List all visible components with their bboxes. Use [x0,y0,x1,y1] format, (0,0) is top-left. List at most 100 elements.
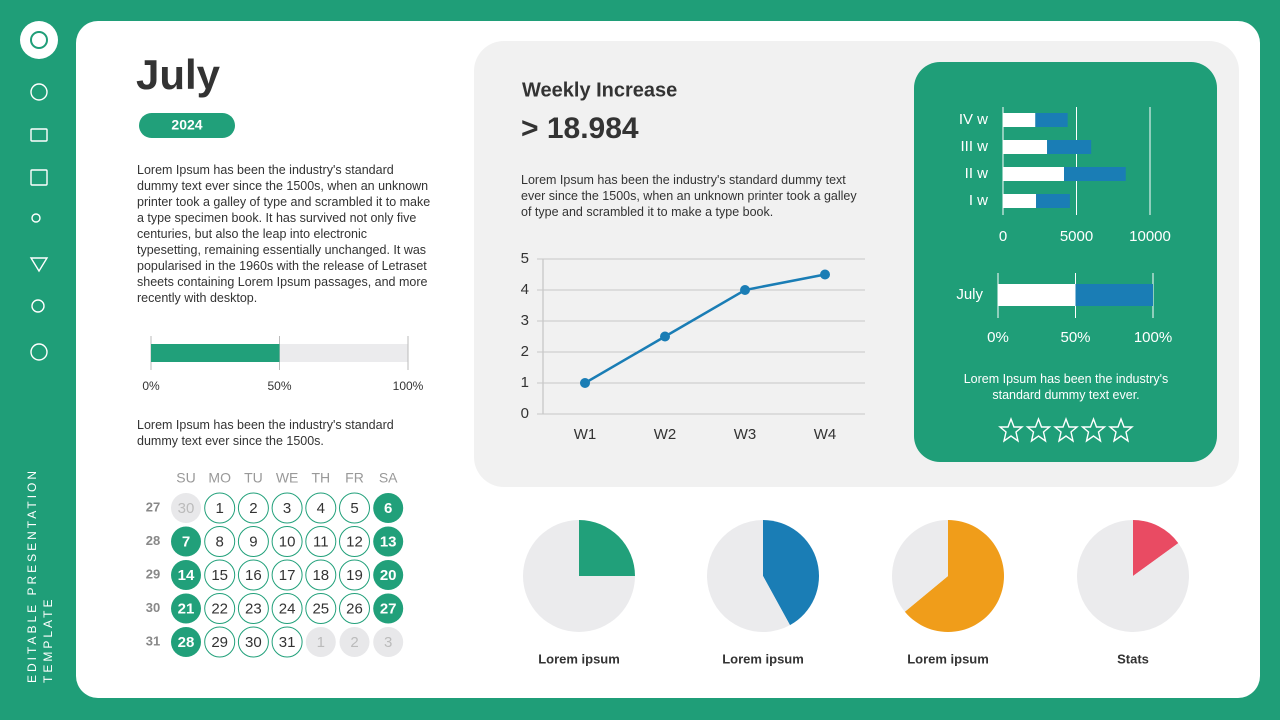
day-number: 4 [317,500,325,517]
stats-panel [914,62,1217,462]
day-number: 30 [178,500,195,517]
pie-slice [706,520,790,633]
y-tick-label: 2 [521,343,529,360]
day-circle [305,627,336,657]
day-circle [171,493,201,523]
pie-label: Lorem ipsum [538,651,620,666]
day-number: 25 [312,600,329,617]
pie-slice [579,520,635,576]
rating-stars [998,417,1134,443]
bar-segment [1003,194,1037,208]
day-circle [271,526,303,557]
day-circle [237,559,269,591]
day-number: 10 [279,533,296,550]
week-number: 30 [146,600,160,615]
weekday-label: FR [345,470,364,486]
day-number: 3 [283,500,291,517]
line-title: Weekly Increase [522,79,677,101]
icon-search[interactable] [31,299,45,313]
week-number: 27 [146,499,160,514]
bar-segment [1003,113,1036,127]
day-number: 30 [245,634,262,651]
day-number: 15 [211,567,228,584]
y-tick-label: I w [969,192,988,209]
bar-segment [1047,140,1092,154]
day-circle [305,593,337,624]
weekday-label: TU [244,470,263,486]
y-tick-label: 5 [521,250,529,267]
x-tick-label: 5000 [1060,228,1093,245]
day-number: 22 [211,600,228,617]
day-number: 24 [279,600,296,617]
logo-mark [30,31,48,49]
x-tick-label: 100% [1134,329,1172,346]
point [660,331,670,342]
day-circle [237,626,269,658]
y-tick-label: III w [960,138,988,155]
day-number: 7 [182,533,190,550]
x-tick-label: 0% [142,379,160,393]
bar-segment [1003,140,1048,154]
x-tick-label: W1 [574,426,597,443]
bar-segment [1075,284,1153,306]
y-tick-label: 1 [521,374,529,391]
point [740,285,750,295]
bar-segment [1035,113,1068,127]
weekday-label: SA [379,470,398,486]
day-circle [171,560,201,590]
bar [151,344,280,362]
icon-diamond[interactable] [29,257,49,273]
y-tick-label: July [956,286,983,303]
day-circle [373,593,404,624]
day-circle [373,560,404,590]
x-tick-label: 0% [987,329,1009,346]
pie-label: Lorem ipsum [722,651,804,666]
bar-segment [1036,194,1070,208]
weekday-label: WE [276,470,299,486]
day-circle [339,492,370,524]
pie-label: Stats [1117,651,1149,666]
stats-description: Lorem Ipsum has been the industry's stan… [963,372,1169,402]
x-tick-label: 0 [999,228,1007,245]
star[interactable] [998,417,1024,443]
day-number: 20 [380,567,397,584]
day-number: 31 [279,634,296,651]
star[interactable] [1080,417,1107,443]
star[interactable] [1108,417,1134,443]
star[interactable] [1025,417,1052,443]
day-circle [204,626,236,658]
calendar-text: Lorem Ipsum has been the industry's stan… [137,418,394,448]
icon-users[interactable] [31,213,41,223]
point [580,378,590,388]
icon-star[interactable] [30,343,48,361]
day-circle [271,626,303,658]
day-number: 21 [178,600,195,617]
icon-clock[interactable] [30,83,48,101]
day-number: 6 [384,500,392,517]
day-number: 11 [313,533,329,550]
x-tick-label: 50% [1060,329,1090,346]
year-pill [139,113,235,138]
day-circle [339,627,370,657]
day-circle [237,593,269,624]
day-circle [339,593,370,624]
day-circle [271,492,303,524]
day-circle [171,593,201,624]
star[interactable] [1053,417,1079,443]
pie-label: Lorem ipsum [907,651,989,666]
day-circle [305,492,337,524]
sidebar-caption: EDITABLE PRESENTATION [25,468,39,683]
week-number: 29 [146,566,160,581]
pie-slice [904,520,1005,633]
day-number: 27 [380,600,397,617]
day-number: 26 [346,600,363,617]
day-number: 18 [312,567,329,584]
icon-calendar[interactable] [30,169,48,186]
week-number: 28 [146,533,160,548]
day-circle [373,627,404,657]
week-number: 31 [146,633,160,648]
icon-briefcase[interactable] [30,128,48,142]
day-circle [373,526,404,557]
day-number: 1 [216,500,224,517]
